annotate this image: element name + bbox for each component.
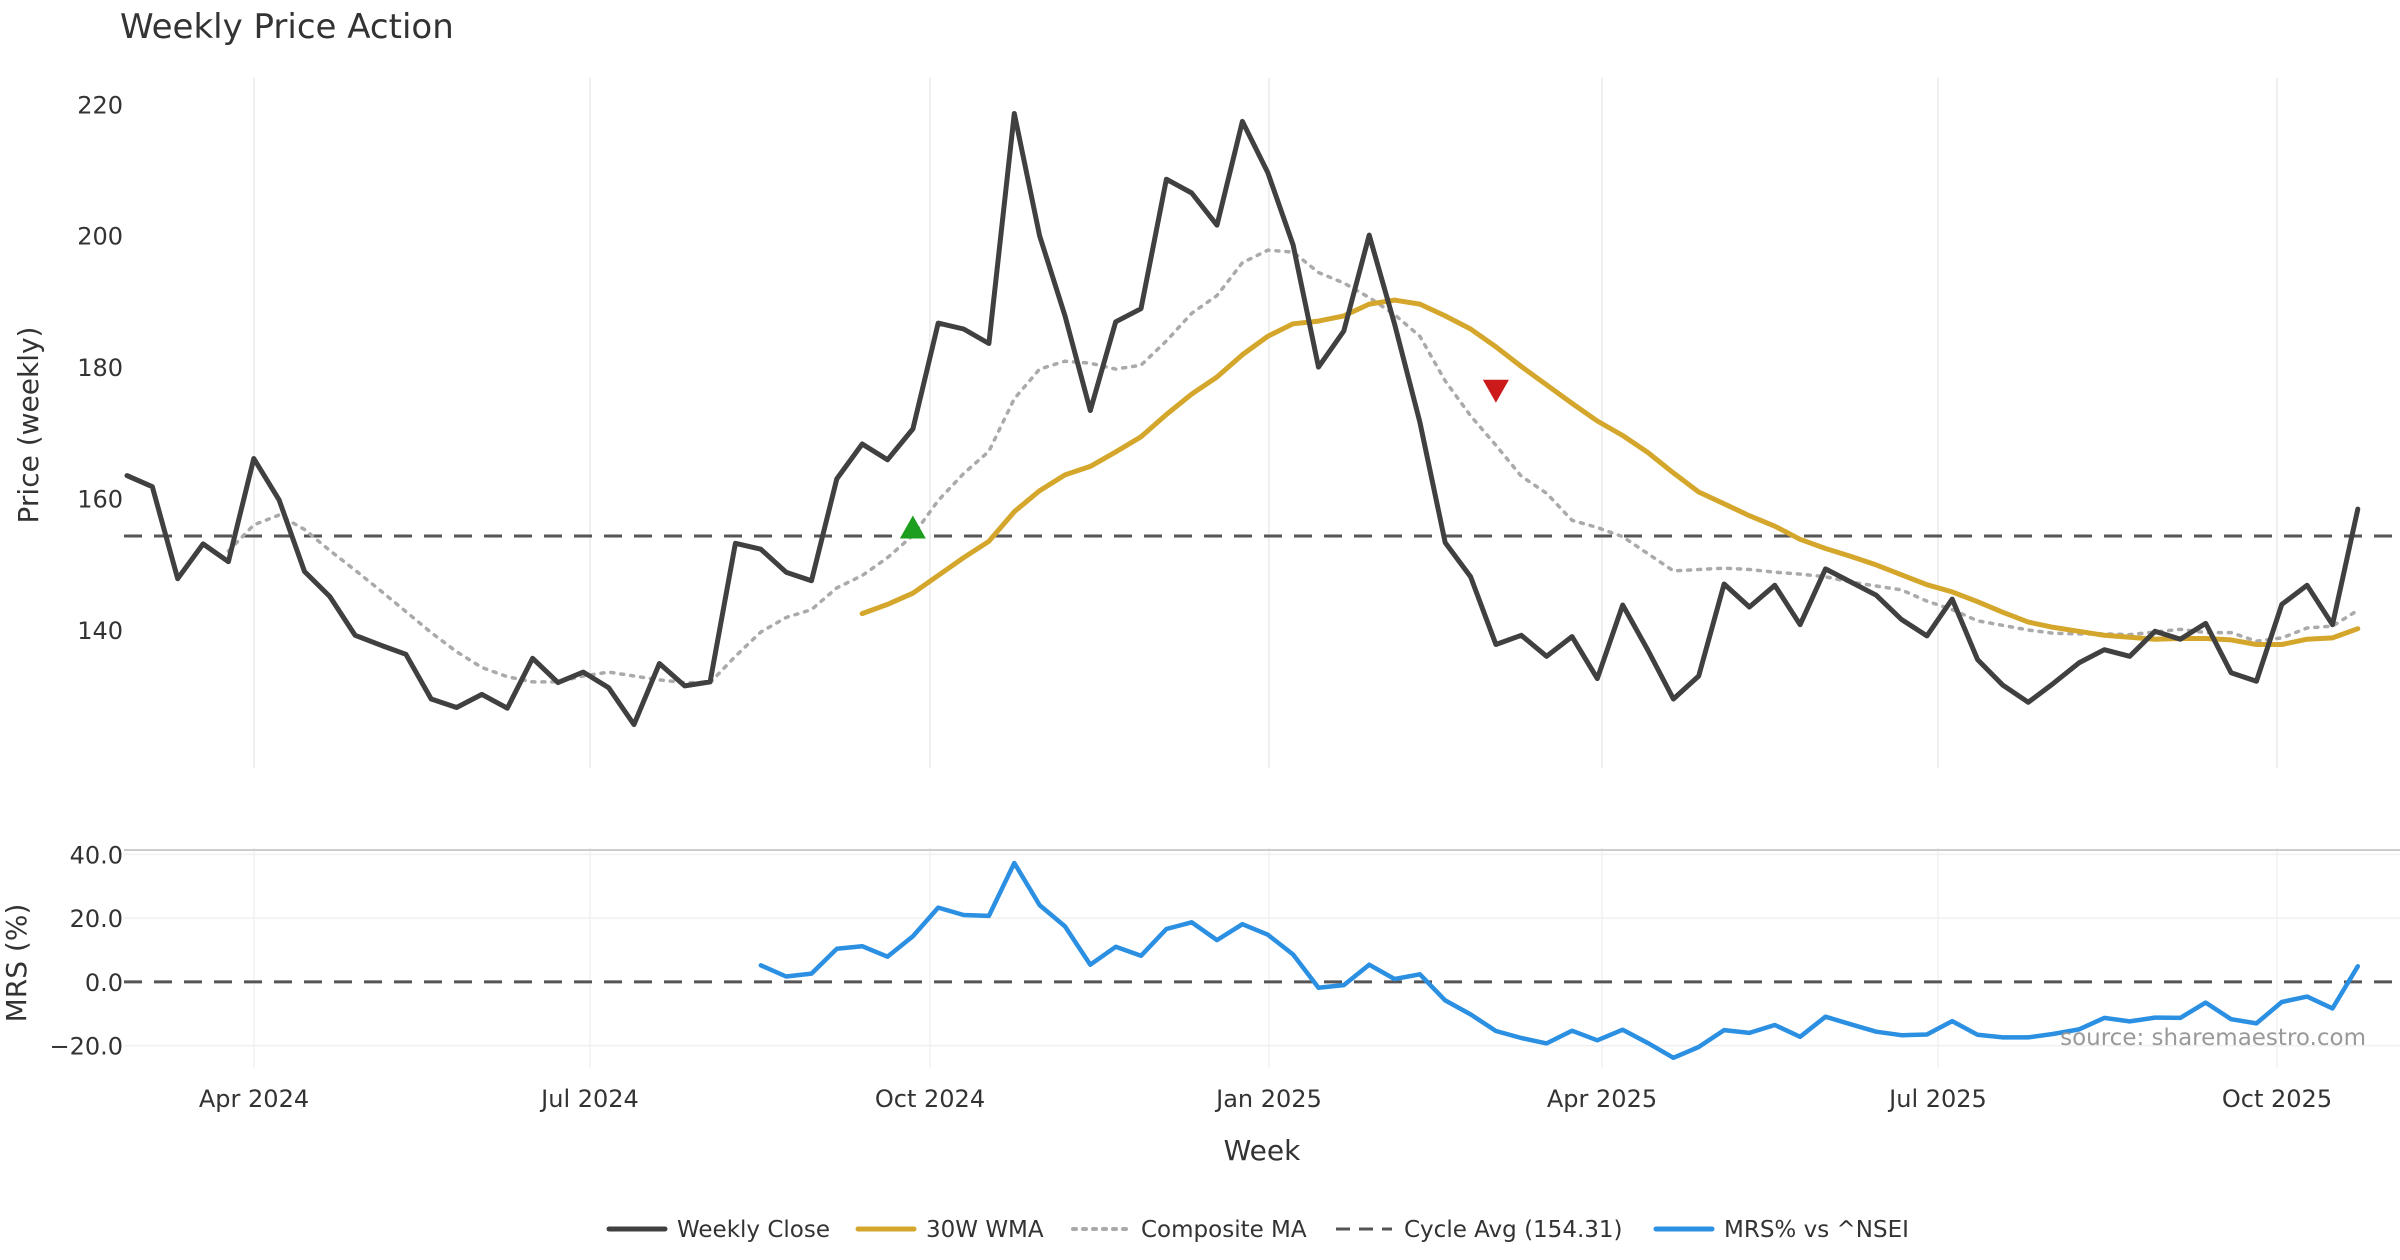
mrs-series bbox=[124, 860, 2400, 1061]
30w-wma-line bbox=[859, 297, 2361, 647]
x-axis-title: Week bbox=[1224, 1134, 1301, 1167]
legend-label: 30W WMA bbox=[926, 1217, 1044, 1243]
source-note: source: sharemaestro.com bbox=[2060, 1025, 2366, 1051]
mrs-y-ticks: 40.0 20.0 0.0 −20.0 bbox=[49, 841, 123, 1060]
x-axis-ticks: Apr 2024 Jul 2024 Oct 2024 Jan 2025 Apr 2025… bbox=[199, 1085, 2332, 1113]
price-y-tick-label: 140 bbox=[77, 617, 123, 645]
x-tick-label: Apr 2025 bbox=[1547, 1085, 1657, 1113]
weekly-close-line bbox=[124, 111, 2361, 728]
price-y-axis-title: Price (weekly) bbox=[12, 327, 45, 524]
price-y-tick-label: 180 bbox=[77, 354, 123, 382]
x-tick-label: Oct 2025 bbox=[2222, 1085, 2332, 1113]
legend-label: Cycle Avg (154.31) bbox=[1404, 1217, 1623, 1243]
mrs-line bbox=[758, 860, 2361, 1061]
mrs-y-tick-label: 20.0 bbox=[70, 905, 123, 933]
mrs-gridlines bbox=[124, 848, 2400, 1068]
sell-signal-marker bbox=[1482, 379, 1509, 403]
x-tick-label: Jul 2025 bbox=[1887, 1085, 1987, 1113]
price-y-tick-label: 200 bbox=[77, 223, 123, 251]
legend: Weekly Close 30W WMA Composite MA Cycle Avg… bbox=[606, 1217, 1909, 1243]
x-tick-label: Jan 2025 bbox=[1214, 1085, 1322, 1113]
legend-label: Composite MA bbox=[1141, 1217, 1307, 1243]
price-y-tick-label: 160 bbox=[77, 486, 123, 514]
mrs-y-tick-label: 40.0 bbox=[70, 841, 123, 869]
legend-label: MRS% vs ^NSEI bbox=[1724, 1217, 1909, 1243]
mrs-y-tick-label: −20.0 bbox=[49, 1033, 123, 1061]
chart-title: Weekly Price Action bbox=[120, 7, 454, 47]
price-y-tick-label: 220 bbox=[77, 91, 123, 119]
x-tick-label: Apr 2024 bbox=[199, 1085, 309, 1113]
buy-signal-marker bbox=[899, 515, 926, 539]
legend-label: Weekly Close bbox=[677, 1217, 830, 1243]
x-tick-label: Oct 2024 bbox=[875, 1085, 985, 1113]
mrs-y-tick-label: 0.0 bbox=[85, 969, 123, 997]
price-series bbox=[124, 111, 2400, 728]
composite-ma-line bbox=[226, 248, 2360, 685]
x-tick-label: Jul 2024 bbox=[539, 1085, 639, 1113]
signal-markers bbox=[899, 379, 1509, 539]
mrs-y-axis-title: MRS (%) bbox=[0, 904, 33, 1023]
price-gridlines bbox=[253, 78, 2278, 768]
price-y-ticks: 140 160 180 200 220 bbox=[77, 91, 123, 645]
